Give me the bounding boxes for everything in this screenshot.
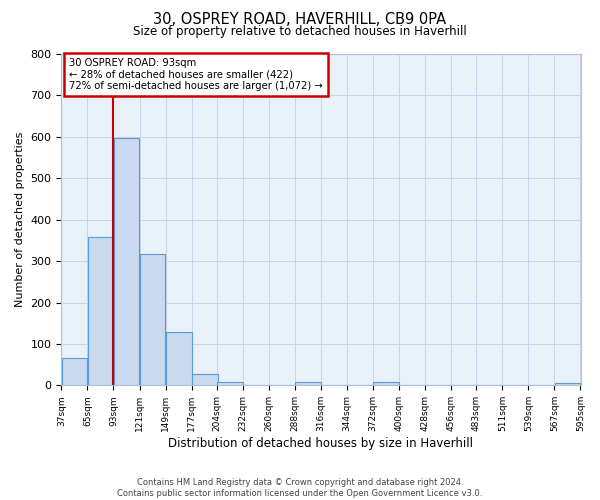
Y-axis label: Number of detached properties: Number of detached properties xyxy=(15,132,25,308)
Bar xyxy=(62,358,88,386)
Text: Size of property relative to detached houses in Haverhill: Size of property relative to detached ho… xyxy=(133,25,467,38)
Bar xyxy=(166,332,191,386)
Text: Contains HM Land Registry data © Crown copyright and database right 2024.
Contai: Contains HM Land Registry data © Crown c… xyxy=(118,478,482,498)
Text: 30, OSPREY ROAD, HAVERHILL, CB9 0PA: 30, OSPREY ROAD, HAVERHILL, CB9 0PA xyxy=(154,12,446,28)
Bar xyxy=(113,138,139,386)
Bar xyxy=(140,254,166,386)
Bar xyxy=(554,384,580,386)
Bar xyxy=(217,382,242,386)
Bar xyxy=(373,382,399,386)
Text: 30 OSPREY ROAD: 93sqm
← 28% of detached houses are smaller (422)
72% of semi-det: 30 OSPREY ROAD: 93sqm ← 28% of detached … xyxy=(69,58,323,92)
Bar xyxy=(295,382,321,386)
Bar xyxy=(192,374,218,386)
Bar xyxy=(88,238,113,386)
X-axis label: Distribution of detached houses by size in Haverhill: Distribution of detached houses by size … xyxy=(169,437,473,450)
